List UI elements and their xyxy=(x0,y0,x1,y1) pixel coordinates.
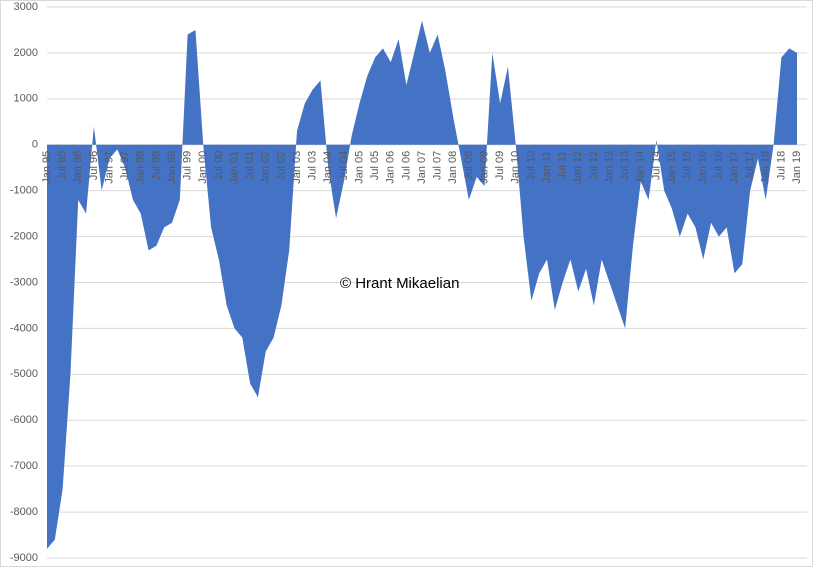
x-tick-label: Jan 97 xyxy=(103,151,115,184)
x-tick-label: Jan 12 xyxy=(572,151,584,184)
x-tick-label: Jan 08 xyxy=(447,151,459,184)
x-tick-label: Jan 98 xyxy=(135,151,147,184)
x-tick-label: Jul 09 xyxy=(494,151,506,180)
x-tick-label: Jan 10 xyxy=(510,151,522,184)
area xyxy=(47,20,797,549)
y-tick-label: -8000 xyxy=(10,506,38,518)
y-tick-label: -7000 xyxy=(10,460,38,472)
watermark: © Hrant Mikaelian xyxy=(340,275,459,292)
x-tick-label: Jul 99 xyxy=(182,151,194,180)
x-tick-label: Jul 98 xyxy=(150,151,162,180)
x-tick-label: Jan 95 xyxy=(41,151,53,184)
y-tick-label: 0 xyxy=(32,139,38,151)
x-tick-label: Jul 02 xyxy=(275,151,287,180)
x-tick-label: Jan 15 xyxy=(666,151,678,184)
x-tick-label: Jan 17 xyxy=(728,151,740,184)
x-tick-label: Jul 06 xyxy=(400,151,412,180)
y-tick-label: -9000 xyxy=(10,552,38,564)
y-tick-label: -3000 xyxy=(10,276,38,288)
x-tick-label: Jul 12 xyxy=(588,151,600,180)
x-tick-label: Jan 03 xyxy=(291,151,303,184)
x-tick-label: Jan 02 xyxy=(260,151,272,184)
x-tick-label: Jul 03 xyxy=(307,151,319,180)
x-tick-label: Jul 07 xyxy=(432,151,444,180)
x-tick-label: Jan 11 xyxy=(541,151,553,183)
labels: -9000 -8000 -7000 -6000 -5000 -4000 -3000 -2000… xyxy=(10,1,803,564)
y-tick-label: 2000 xyxy=(14,47,38,59)
x-tick-label: Jul 11 xyxy=(557,151,569,180)
x-tick-label: Jul 15 xyxy=(682,151,694,180)
x-tick-label: Jan 01 xyxy=(228,151,240,184)
x-tick-label: Jan 00 xyxy=(197,151,209,184)
x-tick-label: Jul 05 xyxy=(369,151,381,180)
x-tick-label: Jul 16 xyxy=(713,151,725,180)
x-tick-label: Jul 10 xyxy=(525,151,537,180)
y-tick-label: 3000 xyxy=(14,1,38,13)
y-tick-label: -6000 xyxy=(10,414,38,426)
x-tick-label: Jan 09 xyxy=(478,151,490,184)
x-tick-label: Jul 96 xyxy=(88,151,100,180)
y-tick-label: -1000 xyxy=(10,185,38,197)
x-tick-label: Jan 07 xyxy=(416,151,428,184)
x-tick-label: Jul 04 xyxy=(338,151,350,180)
x-tick-label: Jan 96 xyxy=(72,151,84,184)
x-tick-label: Jul 00 xyxy=(213,151,225,180)
x-tick-label: Jul 95 xyxy=(57,151,69,180)
x-tick-label: Jan 18 xyxy=(760,151,772,184)
x-tick-label: Jul 97 xyxy=(119,151,131,180)
x-tick-label: Jan 04 xyxy=(322,151,334,184)
x-tick-label: Jan 05 xyxy=(353,151,365,184)
x-tick-label: Jul 08 xyxy=(463,151,475,180)
y-tick-label: 1000 xyxy=(14,93,38,105)
x-tick-label: Jul 18 xyxy=(775,151,787,180)
y-tick-label: -4000 xyxy=(10,322,38,334)
x-tick-label: Jul 17 xyxy=(744,151,756,180)
y-tick-label: -5000 xyxy=(10,368,38,380)
x-tick-label: Jan 19 xyxy=(791,151,803,184)
x-tick-label: Jan 99 xyxy=(166,151,178,184)
x-tick-label: Jan 14 xyxy=(635,151,647,184)
x-tick-label: Jul 01 xyxy=(244,151,256,180)
x-tick-label: Jan 13 xyxy=(603,151,615,184)
x-tick-label: Jul 13 xyxy=(619,151,631,180)
x-tick-label: Jan 16 xyxy=(697,151,709,184)
x-tick-label: Jul 14 xyxy=(650,151,662,180)
y-tick-label: -2000 xyxy=(10,230,38,242)
plot xyxy=(47,20,797,549)
x-tick-label: Jan 06 xyxy=(385,151,397,184)
